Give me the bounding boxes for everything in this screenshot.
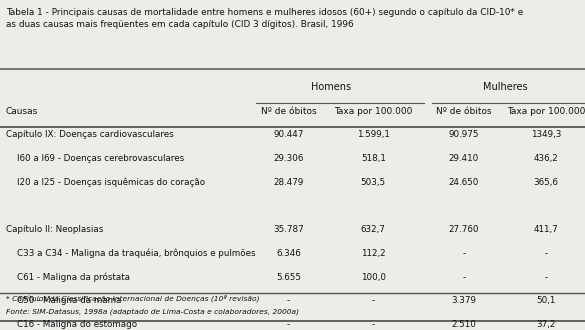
Text: C50 - Maligna da mama: C50 - Maligna da mama [6, 296, 121, 306]
Text: Taxa por 100.000: Taxa por 100.000 [507, 107, 585, 116]
Text: 5.655: 5.655 [276, 273, 301, 282]
Text: Capítulo IX: Doenças cardiovasculares: Capítulo IX: Doenças cardiovasculares [6, 130, 174, 139]
Text: 29.410: 29.410 [449, 154, 479, 163]
Text: -: - [544, 249, 548, 258]
Text: I60 a I69 - Doenças cerebrovasculares: I60 a I69 - Doenças cerebrovasculares [6, 154, 184, 163]
Text: Homens: Homens [311, 82, 351, 92]
Text: * Capítulos da Classificação Internacional de Doenças (10ª revisão): * Capítulos da Classificação Internacion… [6, 294, 259, 302]
Text: Taxa por 100.000: Taxa por 100.000 [334, 107, 412, 116]
Text: 2.510: 2.510 [452, 320, 476, 329]
Text: 29.306: 29.306 [273, 154, 304, 163]
Text: -: - [462, 273, 466, 282]
Text: 3.379: 3.379 [452, 296, 476, 306]
Text: C61 - Maligna da próstata: C61 - Maligna da próstata [6, 273, 130, 282]
Text: Tabela 1 - Principais causas de mortalidade entre homens e mulheres idosos (60+): Tabela 1 - Principais causas de mortalid… [6, 8, 523, 29]
Text: 1349,3: 1349,3 [531, 130, 561, 139]
Text: 632,7: 632,7 [361, 225, 386, 234]
Text: Nº de óbitos: Nº de óbitos [436, 107, 492, 116]
Text: Nº de óbitos: Nº de óbitos [260, 107, 316, 116]
Text: -: - [287, 296, 290, 306]
Text: 27.760: 27.760 [449, 225, 479, 234]
Text: 90.975: 90.975 [449, 130, 479, 139]
Text: Capítulo II: Neoplasias: Capítulo II: Neoplasias [6, 225, 103, 234]
Text: 503,5: 503,5 [361, 178, 386, 187]
Text: -: - [462, 249, 466, 258]
Text: 50,1: 50,1 [536, 296, 556, 306]
Text: 6.346: 6.346 [276, 249, 301, 258]
Text: Mulheres: Mulheres [483, 82, 527, 92]
Text: 365,6: 365,6 [534, 178, 558, 187]
Text: I20 a I25 - Doenças isquêmicas do coração: I20 a I25 - Doenças isquêmicas do coraçã… [6, 178, 205, 187]
Text: -: - [544, 273, 548, 282]
Text: Fonte: SIM-Datasus, 1998a (adaptado de Lima-Costa e colaboradores, 2000a): Fonte: SIM-Datasus, 1998a (adaptado de L… [6, 309, 299, 315]
Text: 436,2: 436,2 [534, 154, 558, 163]
Text: 518,1: 518,1 [361, 154, 386, 163]
Text: C33 a C34 - Maligna da traquéia, brônquios e pulmões: C33 a C34 - Maligna da traquéia, brônqui… [6, 249, 256, 258]
Text: -: - [287, 320, 290, 329]
Text: -: - [371, 320, 375, 329]
Text: 35.787: 35.787 [273, 225, 304, 234]
Text: 28.479: 28.479 [273, 178, 304, 187]
Text: 112,2: 112,2 [361, 249, 386, 258]
Text: 1.599,1: 1.599,1 [357, 130, 390, 139]
Text: 411,7: 411,7 [534, 225, 558, 234]
Text: 100,0: 100,0 [361, 273, 386, 282]
Text: 24.650: 24.650 [449, 178, 479, 187]
Text: C16 - Maligna do estomago: C16 - Maligna do estomago [6, 320, 137, 329]
Text: -: - [371, 296, 375, 306]
Text: 90.447: 90.447 [273, 130, 304, 139]
Text: Causas: Causas [6, 107, 38, 116]
Text: 37,2: 37,2 [536, 320, 556, 329]
